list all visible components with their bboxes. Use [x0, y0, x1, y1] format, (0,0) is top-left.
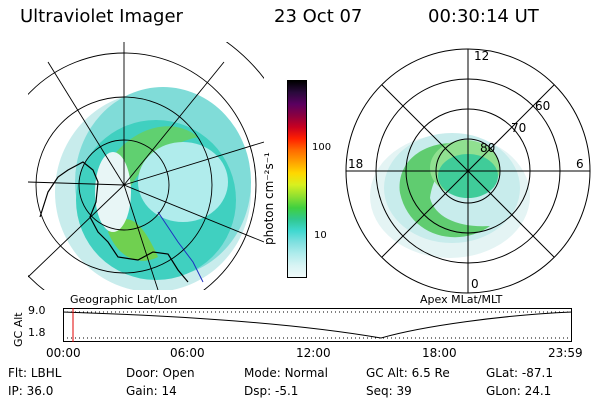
mlt-label-12: 12: [474, 49, 489, 63]
altitude-plot: [63, 308, 572, 342]
lat-label-60: 60: [535, 99, 550, 113]
lat-label-70: 70: [511, 121, 526, 135]
right-panel-label: Apex MLat/MLT: [420, 293, 503, 306]
altitude-xtick-0: 00:00: [46, 346, 81, 360]
status-seq: Seq: 39: [366, 384, 412, 398]
status-ip: IP: 36.0: [8, 384, 54, 398]
status-dsp: Dsp: -5.1: [244, 384, 299, 398]
altitude-ytick-high: 9.0: [28, 304, 46, 317]
colorbar-gradient: [288, 81, 306, 277]
mlt-label-18: 18: [348, 157, 363, 171]
geographic-image: [28, 42, 264, 290]
status-door: Door: Open: [126, 366, 195, 380]
lat-label-80: 80: [480, 141, 495, 155]
status-flt: Flt: LBHL: [8, 366, 62, 380]
apex-polar-plot: 12 6 0 18 60 70 80: [345, 48, 591, 294]
colorbar-unit-label: photon cm⁻²s⁻¹: [262, 152, 276, 245]
colorbar-tick-100: 100: [312, 142, 332, 153]
altitude-xtick-1: 06:00: [170, 346, 205, 360]
status-glat: GLat: -87.1: [486, 366, 553, 380]
status-gain: Gain: 14: [126, 384, 177, 398]
colorbar: [287, 80, 307, 278]
date-label: 23 Oct 07: [274, 6, 363, 27]
status-gc-alt: GC Alt: 6.5 Re: [366, 366, 450, 380]
altitude-xtick-4: 23:59: [548, 346, 583, 360]
status-glon: GLon: 24.1: [486, 384, 552, 398]
left-panel-label: Geographic Lat/Lon: [70, 293, 178, 306]
instrument-title: Ultraviolet Imager: [20, 6, 183, 27]
altitude-xtick-3: 18:00: [422, 346, 457, 360]
altitude-xtick-2: 12:00: [296, 346, 331, 360]
status-mode: Mode: Normal: [244, 366, 328, 380]
colorbar-tick-10: 10: [314, 230, 327, 241]
time-label: 00:30:14 UT: [428, 6, 539, 27]
altitude-axis-label: GC Alt: [12, 312, 25, 347]
mlt-label-0: 0: [471, 277, 479, 291]
mlt-label-6: 6: [576, 157, 584, 171]
altitude-ytick-low: 1.8: [28, 326, 46, 339]
